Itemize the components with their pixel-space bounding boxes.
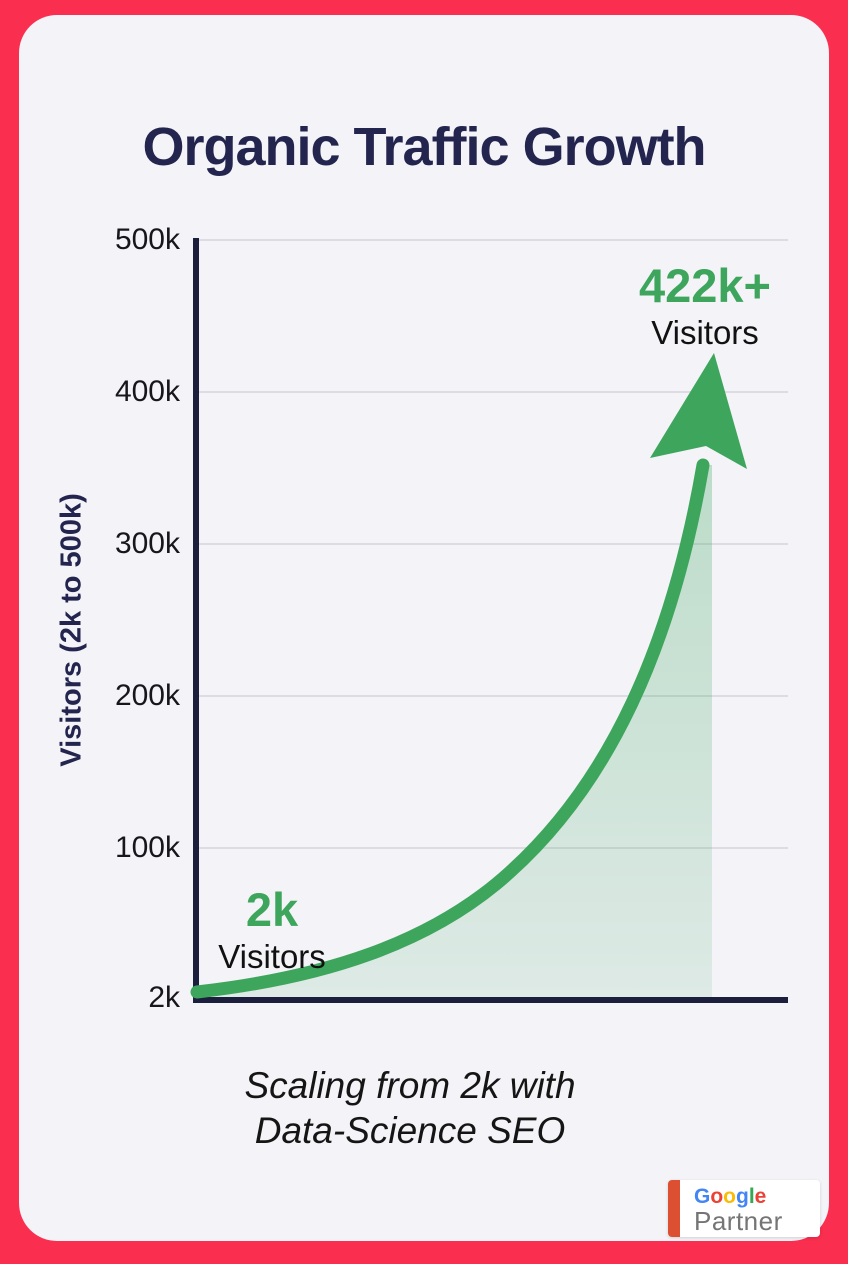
google-letter: e [754,1185,767,1208]
google-letter: o [710,1185,724,1208]
growth-curve [190,458,710,999]
badge-accent-bar [668,1180,680,1237]
google-logo: Google [694,1186,783,1207]
start-annotation: 2k Visitors [218,886,326,973]
partner-label: Partner [694,1206,783,1236]
page-title: Organic Traffic Growth [142,117,706,178]
y-tick-400k: 400k [114,375,180,408]
google-letter: G [694,1185,711,1208]
end-annotation-label: Visitors [651,314,759,351]
y-axis-title: Visitors (2k to 500k) [55,493,88,767]
google-letter: g [736,1185,749,1208]
google-letter: l [748,1185,755,1208]
caption-line-1: Scaling from 2k with [244,1065,576,1106]
y-tick-100k: 100k [114,831,180,864]
area-fill [197,465,712,998]
y-tick-200k: 200k [114,679,180,712]
y-tick-500k: 500k [114,223,180,256]
start-annotation-value: 2k [245,883,299,936]
badge-text: Google Partner [694,1186,783,1235]
caption-line-2: Data-Science SEO [254,1110,566,1151]
arrowhead-icon [650,353,747,469]
end-annotation: 422k+ Visitors [639,262,771,349]
end-annotation-value: 422k+ [638,259,772,312]
start-annotation-label: Visitors [218,938,326,975]
y-tick-2k: 2k [148,981,180,1014]
google-partner-badge: Google Partner [668,1180,820,1237]
y-tick-300k: 300k [114,527,180,560]
google-letter: o [723,1185,736,1208]
chart-caption: Scaling from 2k with Data-Science SEO [244,1063,575,1153]
